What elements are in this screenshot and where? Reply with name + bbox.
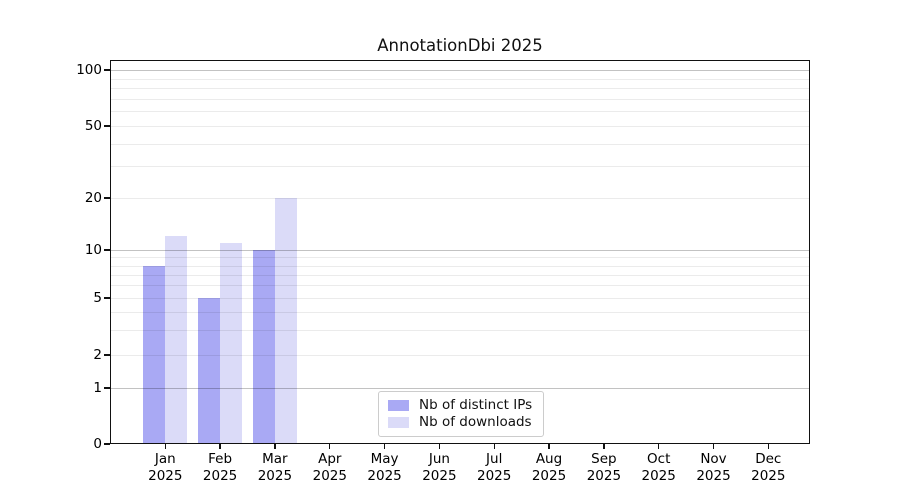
x-tick-year: 2025 — [696, 467, 731, 484]
gridline-y-6 — [111, 285, 809, 287]
gridline-y-8 — [111, 265, 809, 267]
gridline-y-3 — [111, 329, 809, 331]
y-tick-label-100: 100 — [76, 61, 102, 78]
x-tick-oct — [658, 444, 660, 449]
gridline-y-4 — [111, 311, 809, 313]
x-tick-year: 2025 — [531, 467, 567, 484]
y-tick-label-20: 20 — [84, 189, 102, 206]
y-tick-0 — [104, 443, 110, 445]
gridline-y-70 — [111, 98, 809, 100]
bar-downloads-feb — [220, 242, 242, 443]
x-tick-may — [383, 444, 386, 449]
x-tick-feb — [219, 444, 221, 449]
gridline-y-20 — [111, 198, 809, 199]
x-tick-month: Dec — [755, 451, 782, 467]
x-tick-year: 2025 — [586, 467, 622, 484]
bar-distinct-ips-mar — [253, 250, 275, 443]
gridline-y-5 — [111, 298, 809, 299]
gridline-y-60 — [111, 111, 809, 113]
legend-label: Nb of downloads — [419, 414, 532, 431]
x-tick-month: Mar — [262, 451, 288, 467]
y-tick-10 — [104, 249, 110, 251]
x-tick-label-may: May 2025 — [353, 451, 417, 484]
gridline-y-100 — [111, 70, 809, 71]
x-tick-mar — [274, 444, 276, 449]
x-tick-month: Feb — [208, 451, 233, 467]
x-tick-month: Apr — [318, 451, 342, 467]
legend-swatch-distinct-ips — [388, 399, 409, 411]
x-tick-label-feb: Feb 2025 — [188, 451, 252, 484]
x-tick-month: Jul — [486, 451, 503, 467]
x-tick-month: Oct — [647, 451, 671, 467]
x-tick-label-jul: Jul 2025 — [462, 451, 526, 484]
x-tick-jun — [438, 444, 441, 449]
y-tick-5 — [104, 297, 110, 299]
gridline-y-40 — [111, 143, 809, 145]
y-tick-1 — [104, 387, 110, 389]
x-tick-month: Sep — [591, 451, 617, 467]
x-tick-year: 2025 — [477, 467, 512, 484]
y-tick-50 — [104, 125, 110, 127]
x-tick-month: Jun — [428, 451, 450, 467]
x-tick-month: Jan — [154, 451, 176, 467]
x-tick-month: Aug — [535, 451, 563, 467]
x-tick-year: 2025 — [367, 467, 402, 484]
y-tick-label-1: 1 — [93, 379, 102, 396]
y-tick-label-0: 0 — [93, 435, 102, 452]
y-tick-label-10: 10 — [84, 241, 102, 258]
x-tick-year: 2025 — [422, 467, 457, 484]
x-tick-jan — [164, 444, 166, 449]
gridline-y-30 — [111, 166, 809, 168]
y-tick-label-5: 5 — [93, 289, 102, 306]
x-tick-year: 2025 — [312, 467, 347, 484]
y-tick-100 — [104, 69, 110, 71]
bar-downloads-jan — [165, 236, 188, 443]
x-tick-label-mar: Mar 2025 — [243, 451, 307, 484]
legend-entry-distinct-ips: Nb of distinct IPs — [388, 396, 534, 413]
gridline-y-90 — [111, 78, 809, 80]
x-tick-label-nov: Nov 2025 — [682, 451, 746, 484]
x-tick-label-sep: Sep 2025 — [572, 451, 636, 484]
x-tick-month: May — [370, 451, 399, 467]
x-tick-sep — [603, 444, 605, 449]
gridline-y-2 — [111, 355, 809, 356]
y-tick-label-50: 50 — [84, 117, 102, 134]
x-tick-year: 2025 — [202, 467, 238, 484]
legend: Nb of distinct IPs Nb of downloads — [378, 391, 544, 437]
x-tick-nov — [712, 444, 715, 449]
x-tick-year: 2025 — [257, 467, 293, 484]
gridline-y-10 — [111, 250, 809, 251]
x-tick-dec — [767, 444, 769, 449]
x-tick-label-aug: Aug 2025 — [517, 451, 581, 484]
y-tick-label-2: 2 — [93, 346, 102, 363]
x-tick-year: 2025 — [148, 467, 183, 484]
chart-title: AnnotationDbi 2025 — [377, 36, 543, 55]
x-tick-label-oct: Oct 2025 — [627, 451, 691, 484]
gridline-y-50 — [111, 126, 809, 127]
bar-downloads-mar — [274, 198, 297, 443]
x-tick-label-apr: Apr 2025 — [298, 451, 362, 484]
legend-entry-downloads: Nb of downloads — [388, 415, 534, 430]
y-tick-20 — [104, 197, 110, 199]
legend-label: Nb of distinct IPs — [419, 396, 533, 413]
gridline-y-7 — [111, 274, 809, 276]
x-tick-label-jan: Jan 2025 — [133, 451, 197, 484]
x-tick-label-jun: Jun 2025 — [407, 451, 471, 484]
gridline-y-9 — [111, 257, 809, 259]
x-tick-label-dec: Dec 2025 — [736, 451, 800, 484]
gridline-y-1 — [111, 388, 809, 389]
x-tick-year: 2025 — [641, 467, 676, 484]
legend-swatch-downloads — [388, 417, 409, 429]
gridline-y-80 — [111, 88, 809, 89]
x-tick-year: 2025 — [751, 467, 786, 484]
x-tick-month: Nov — [700, 451, 727, 467]
bar-distinct-ips-jan — [143, 265, 166, 443]
x-tick-aug — [548, 444, 550, 449]
y-tick-2 — [104, 354, 110, 356]
x-tick-jul — [493, 444, 495, 449]
x-tick-apr — [329, 444, 331, 449]
bar-distinct-ips-feb — [198, 298, 221, 443]
